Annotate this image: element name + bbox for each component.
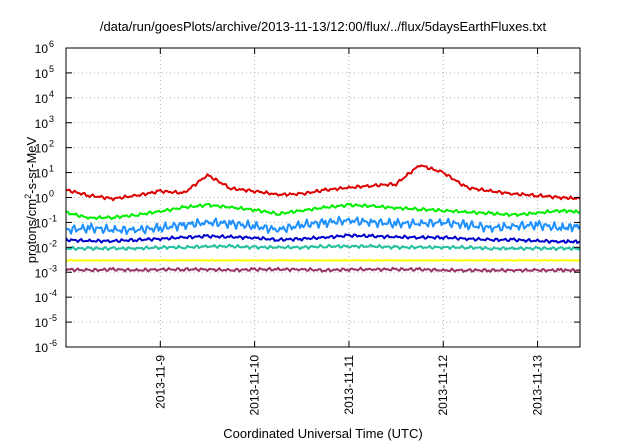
x-axis-label: Coordinated Universal Time (UTC) <box>223 426 422 441</box>
x-tick-label: 2013-11-11 <box>342 355 356 415</box>
x-tick-label: 2013-11-9 <box>153 355 167 409</box>
y-tick-exponent: 1 <box>49 164 54 174</box>
x-tick-label: 2013-11-10 <box>248 355 262 416</box>
y-tick-exponent: -2 <box>49 238 57 248</box>
y-tick-exponent: -5 <box>49 313 57 323</box>
series-line-5 <box>65 243 581 252</box>
y-tick-exponent: -3 <box>49 263 57 273</box>
y-tick-exponent: 6 <box>49 39 54 49</box>
y-tick-label: 10 <box>35 42 49 56</box>
y-tick-label: 10 <box>35 266 49 280</box>
series-group <box>65 164 581 273</box>
y-tick-exponent: -4 <box>49 288 57 298</box>
y-axis-label: protons/cm2-s-sr-MeV <box>23 136 39 263</box>
y-tick-label: 10 <box>35 192 49 206</box>
plot-frame <box>65 47 581 348</box>
y-tick-label: 10 <box>35 291 49 305</box>
y-tick-label: 10 <box>35 142 49 156</box>
y-tick-label: 10 <box>35 117 49 131</box>
series-line-1 <box>65 164 581 202</box>
y-tick-label: 10 <box>35 341 49 355</box>
y-tick-exponent: 2 <box>49 139 54 149</box>
y-axis-label-post: -s-sr-MeV <box>24 136 39 193</box>
x-tick-label: 2013-11-12 <box>436 355 450 416</box>
y-tick-exponent: -1 <box>49 213 57 223</box>
series-line-3 <box>65 215 581 236</box>
x-tick-labels: 2013-11-9 2013-11-10 2013-11-11 2013-11-12 2… <box>153 355 544 416</box>
y-axis-label-sup: 2 <box>23 194 33 199</box>
series-line-4 <box>65 233 581 244</box>
chart-title: /data/run/goesPlots/archive/2013-11-13/1… <box>100 19 547 34</box>
y-axis-label-pre: protons/cm <box>24 199 39 263</box>
series-line-7 <box>65 266 581 273</box>
y-tick-label: 10 <box>35 67 49 81</box>
y-tick-label: 10 <box>35 216 49 230</box>
y-tick-exponent: 3 <box>49 114 54 124</box>
y-tick-exponent: 0 <box>49 189 54 199</box>
y-tick-labels: 10 -610 -510 -410 -310 -210 -110 010 110 210 310 41… <box>35 39 57 355</box>
y-tick-label: 10 <box>35 241 49 255</box>
y-tick-exponent: 5 <box>49 64 54 74</box>
x-tick-label: 2013-11-13 <box>531 355 545 416</box>
series-line-2 <box>65 202 581 221</box>
y-tick-exponent: -6 <box>49 338 57 348</box>
y-tick-label: 10 <box>35 167 49 181</box>
y-tick-label: 10 <box>35 316 49 330</box>
grid <box>66 48 580 347</box>
series-line-6 <box>65 258 581 262</box>
y-tick-label: 10 <box>35 92 49 106</box>
y-tick-exponent: 4 <box>49 89 54 99</box>
